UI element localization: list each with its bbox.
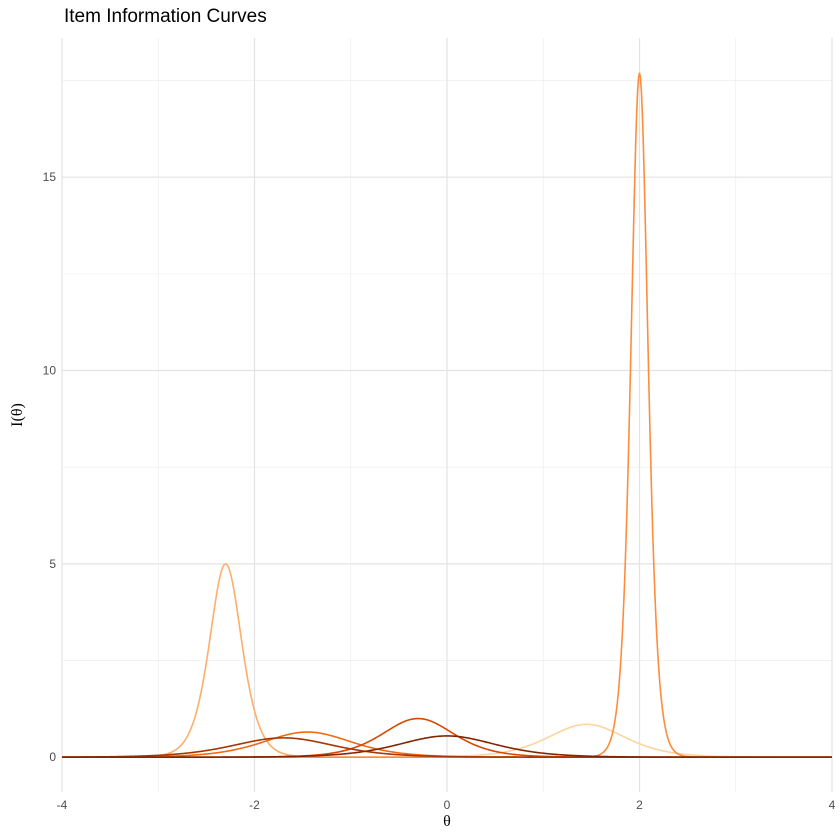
y-tick-label: 15 bbox=[43, 170, 57, 184]
information-curve-7 bbox=[62, 735, 832, 758]
y-tick-label: 10 bbox=[43, 364, 57, 378]
x-tick-label: 2 bbox=[636, 798, 643, 812]
y-tick-labels: 0 5 10 15 bbox=[43, 170, 57, 764]
y-tick-label: 5 bbox=[49, 557, 56, 571]
x-tick-labels: -4 -2 0 2 4 bbox=[57, 798, 836, 812]
x-axis-title: θ bbox=[443, 813, 451, 830]
x-tick-label: -4 bbox=[57, 798, 68, 812]
y-tick-label: 0 bbox=[49, 750, 56, 764]
chart-title: Item Information Curves bbox=[64, 6, 267, 27]
x-tick-label: -2 bbox=[249, 798, 260, 812]
y-axis-title: I(θ) bbox=[9, 403, 26, 427]
x-tick-label: 0 bbox=[444, 798, 451, 812]
curves bbox=[62, 72, 832, 758]
x-tick-label: 4 bbox=[829, 798, 836, 812]
grid bbox=[61, 38, 833, 792]
